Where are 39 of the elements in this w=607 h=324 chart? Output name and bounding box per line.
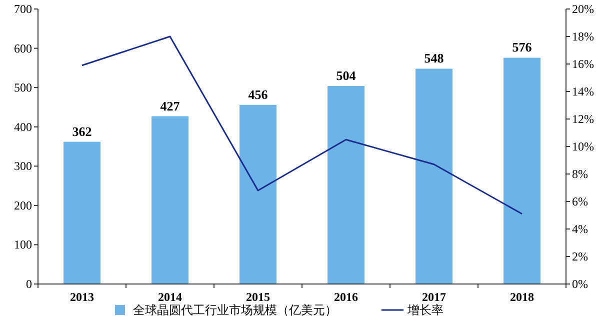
y-tick-label: 700 (14, 2, 32, 16)
y2-tick-label: 8% (572, 167, 588, 181)
y-tick-label: 100 (14, 238, 32, 252)
y2-tick-label: 18% (572, 30, 594, 44)
bar (64, 142, 100, 284)
x-tick-label: 2015 (246, 290, 270, 304)
x-tick-label: 2013 (70, 290, 94, 304)
y2-tick-label: 6% (572, 194, 588, 208)
y-tick-label: 600 (14, 41, 32, 56)
y2-tick-label: 10% (572, 140, 594, 154)
data-label: 548 (424, 50, 444, 66)
y2-tick-label: 4% (572, 222, 588, 236)
y2-tick-label: 2% (572, 250, 588, 264)
y-tick-label: 300 (14, 159, 32, 174)
data-label: 504 (336, 68, 356, 83)
y-tick-label: 200 (14, 198, 32, 212)
y2-tick-label: 16% (572, 57, 594, 71)
y2-tick-label: 12% (572, 112, 594, 126)
x-tick-label: 2017 (422, 290, 446, 304)
y2-tick-label: 20% (572, 2, 594, 16)
y-tick-label: 400 (14, 120, 32, 134)
bar (416, 68, 452, 284)
data-label: 456 (248, 86, 268, 102)
data-label: 362 (72, 124, 92, 139)
x-tick-label: 2014 (158, 290, 182, 304)
y2-tick-label: 14% (572, 84, 594, 98)
y-tick-label: 0 (26, 277, 32, 291)
y2-tick-label: 0% (572, 277, 588, 291)
x-tick-label: 2018 (510, 290, 534, 304)
bar (328, 86, 364, 284)
bar (152, 116, 188, 284)
bar (504, 58, 540, 284)
y-tick-label: 500 (14, 80, 32, 95)
data-label: 427 (160, 98, 180, 114)
legend-label: 增长率 (406, 303, 444, 317)
bar (240, 104, 276, 284)
legend-label: 全球晶圆代工行业市场规模（亿美元） (133, 303, 337, 317)
data-label: 576 (512, 40, 532, 55)
x-tick-label: 2016 (334, 290, 358, 304)
